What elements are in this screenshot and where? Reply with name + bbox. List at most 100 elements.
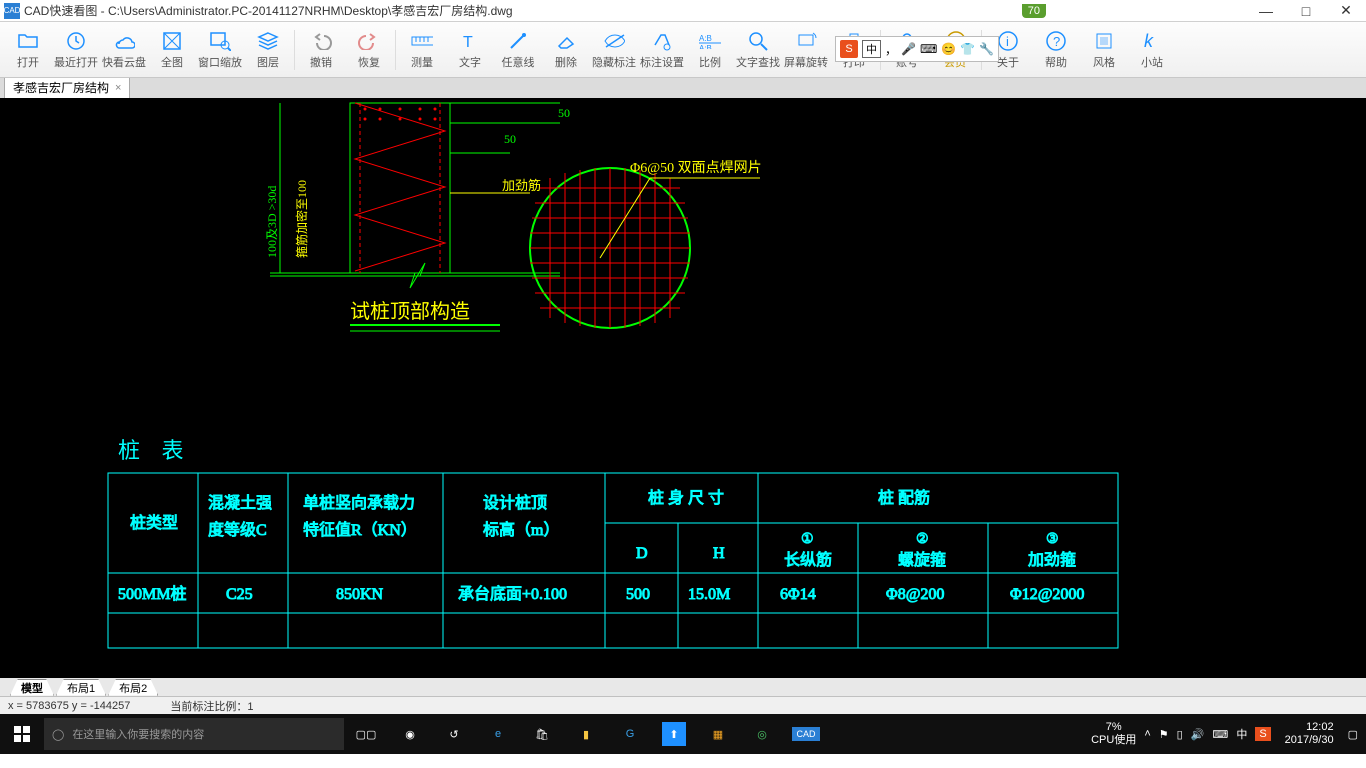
tool-find[interactable]: 文字查找 [734, 25, 782, 75]
zoomwin-icon [209, 30, 231, 52]
tray-network-icon[interactable]: ▯ [1177, 728, 1183, 741]
status-coords: x = 5783675 y = -144257 [8, 700, 130, 712]
tool-text[interactable]: T文字 [446, 25, 494, 75]
svg-text:桩 表: 桩 表 [118, 438, 192, 463]
svg-text:A:B: A:B [699, 34, 712, 43]
svg-text:箍筋加密至100: 箍筋加密至100 [294, 180, 309, 258]
taskview-icon[interactable]: ▢▢ [344, 714, 388, 754]
tray-sogou-icon[interactable]: S [1255, 727, 1270, 741]
app-icon: CAD [4, 3, 20, 19]
svg-text:混凝土强: 混凝土强 [208, 494, 272, 512]
app-icon-6[interactable]: ◎ [740, 714, 784, 754]
tray-flag-icon[interactable]: ⚑ [1159, 728, 1169, 741]
tool-layers[interactable]: 图层 [244, 25, 292, 75]
tool-line[interactable]: 任意线 [494, 25, 542, 75]
tool-measure[interactable]: 测量 [398, 25, 446, 75]
svg-text:C25: C25 [226, 586, 253, 603]
style-icon [1093, 30, 1115, 52]
site-icon: k [1141, 30, 1163, 52]
close-button[interactable]: ✕ [1326, 0, 1366, 22]
document-tab[interactable]: 孝感吉宏厂房结构 × [4, 76, 130, 98]
tool-rotate[interactable]: 屏幕旋转 [782, 25, 830, 75]
tool-undo[interactable]: 撤销 [297, 25, 345, 75]
tool-erase[interactable]: 删除 [542, 25, 590, 75]
tab-model[interactable]: 模型 [10, 679, 54, 696]
document-tab-close-icon[interactable]: × [115, 82, 121, 94]
taskbar-search[interactable]: ◯ 在这里输入你要搜索的内容 [44, 718, 344, 750]
tool-redo[interactable]: 恢复 [345, 25, 393, 75]
ime-mic-icon: 🎤 [901, 42, 916, 56]
cad-app-icon[interactable]: CAD [784, 714, 828, 754]
redo-icon [358, 30, 380, 52]
edge-icon[interactable]: e [476, 714, 520, 754]
tray-clock[interactable]: 12:02 2017/9/30 [1279, 721, 1340, 747]
text-icon: T [459, 30, 481, 52]
svg-text:D: D [636, 545, 648, 562]
tray-keyboard-icon[interactable]: ⌨ [1212, 728, 1228, 741]
tray-volume-icon[interactable]: 🔊 [1191, 728, 1205, 741]
svg-text:加劲箍: 加劲箍 [1028, 551, 1076, 569]
svg-text:500MM桩: 500MM桩 [118, 585, 186, 603]
tool-style[interactable]: 风格 [1080, 25, 1128, 75]
tab-layout1[interactable]: 布局1 [56, 679, 106, 696]
folder-icon [17, 30, 39, 52]
ime-keyboard-icon: ⌨ [920, 42, 937, 56]
app-icon-3[interactable]: G [608, 714, 652, 754]
svg-text:承台底面+0.100: 承台底面+0.100 [458, 585, 567, 603]
erase-icon [555, 30, 577, 52]
tool-hide[interactable]: 隐藏标注 [590, 25, 638, 75]
tool-site[interactable]: k小站 [1128, 25, 1176, 75]
ime-lang-icon: 中 [862, 40, 881, 58]
tool-recent[interactable]: 最近打开 [52, 25, 100, 75]
explorer-icon[interactable]: ▮ [564, 714, 608, 754]
svg-text:标高（m）: 标高（m） [483, 521, 559, 539]
tool-dimset[interactable]: 标注设置 [638, 25, 686, 75]
tool-fullview[interactable]: 全图 [148, 25, 196, 75]
svg-text:50: 50 [504, 132, 516, 146]
tray-notifications-icon[interactable]: ▢ [1348, 728, 1358, 741]
svg-text:试桩顶部构造: 试桩顶部构造 [350, 300, 470, 323]
svg-text:i: i [1006, 34, 1009, 49]
app-icon-1[interactable]: ◉ [388, 714, 432, 754]
tray-ime-icon[interactable]: 中 [1236, 726, 1247, 742]
start-button[interactable] [0, 714, 44, 754]
document-tab-label: 孝感吉宏厂房结构 [13, 79, 109, 96]
ime-tool-icon: 🔧 [979, 42, 994, 56]
maximize-button[interactable]: □ [1286, 0, 1326, 22]
svg-text:100及3D >30d: 100及3D >30d [265, 186, 279, 258]
tab-layout2[interactable]: 布局2 [108, 679, 158, 696]
svg-text:①: ① [801, 532, 814, 547]
svg-text:500: 500 [626, 586, 650, 603]
titlebar: CAD CAD快速看图 - C:\Users\Administrator.PC-… [0, 0, 1366, 22]
measure-icon [411, 30, 433, 52]
tool-zoomwin[interactable]: 窗口缩放 [196, 25, 244, 75]
cloud-icon [113, 30, 135, 52]
rotate-icon [795, 30, 817, 52]
tool-cloud[interactable]: 快看云盘 [100, 25, 148, 75]
search-placeholder: 在这里输入你要搜索的内容 [72, 726, 204, 742]
svg-text:H: H [713, 545, 725, 562]
tool-folder[interactable]: 打开 [4, 25, 52, 75]
svg-text:k: k [1144, 31, 1154, 51]
ime-floating-bar[interactable]: S 中 ， 🎤 ⌨ 😊 👕 🔧 [835, 36, 999, 62]
minimize-button[interactable]: — [1246, 0, 1286, 22]
store-icon[interactable]: 🛍 [520, 714, 564, 754]
svg-text:长纵筋: 长纵筋 [784, 551, 832, 569]
tool-scale[interactable]: A:BA:B比例 [686, 25, 734, 75]
cad-svg: 50 50 加劲筋 100及3D >30d 箍筋加密至100 试桩顶部构造 Φ6… [0, 98, 1366, 678]
svg-text:单桩竖向承载力: 单桩竖向承载力 [303, 494, 415, 512]
app-icon-5[interactable]: ▦ [696, 714, 740, 754]
tray-chevron-icon[interactable]: ˄ [1144, 728, 1150, 740]
dimset-icon [651, 30, 673, 52]
scale-icon: A:BA:B [699, 30, 721, 52]
tool-help[interactable]: ?帮助 [1032, 25, 1080, 75]
layers-icon [257, 30, 279, 52]
svg-text:?: ? [1053, 34, 1060, 49]
taskbar-apps: ▢▢ ◉ ↺ e 🛍 ▮ G ⬆ ▦ ◎ CAD [344, 714, 828, 754]
app-icon-4[interactable]: ⬆ [662, 722, 686, 746]
cpu-meter[interactable]: 7% CPU使用 [1091, 721, 1136, 747]
drawing-canvas[interactable]: 50 50 加劲筋 100及3D >30d 箍筋加密至100 试桩顶部构造 Φ6… [0, 98, 1366, 678]
svg-text:加劲筋: 加劲筋 [502, 178, 541, 193]
svg-text:T: T [463, 34, 473, 50]
app-icon-2[interactable]: ↺ [432, 714, 476, 754]
